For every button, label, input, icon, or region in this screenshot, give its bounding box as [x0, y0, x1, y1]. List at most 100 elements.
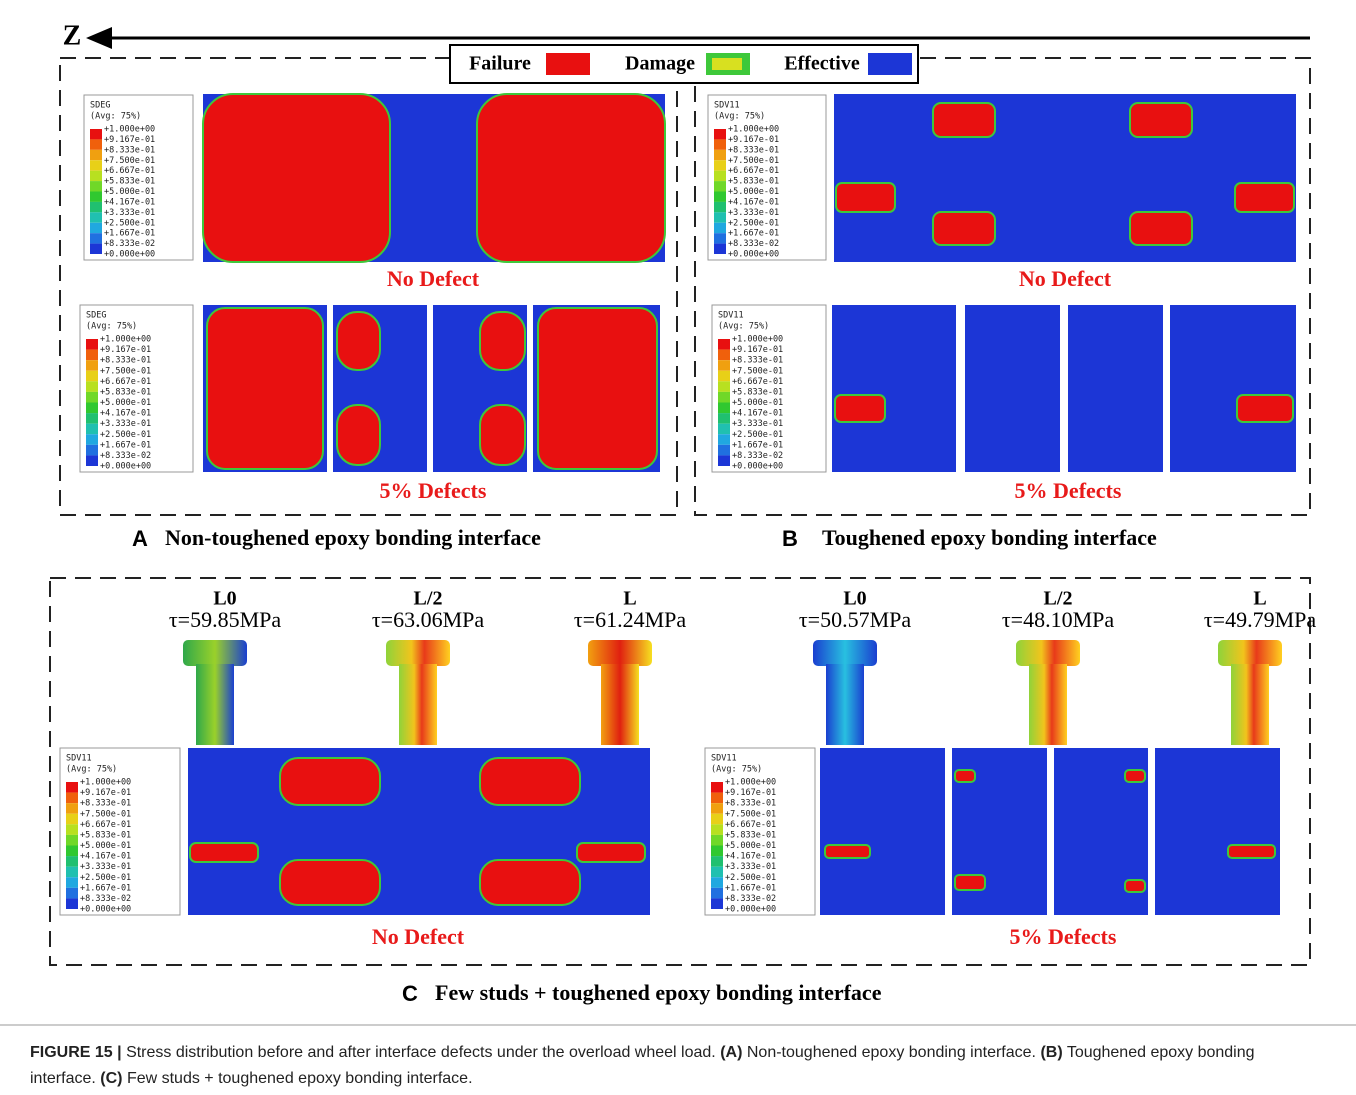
- contour-legend-avg: (Avg: 75%): [718, 322, 769, 332]
- axis-label: Z: [63, 20, 82, 51]
- caption-text: Stress distribution before and after int…: [126, 1044, 716, 1061]
- contour-legend-label: +4.167e-01: [728, 197, 779, 207]
- contour-band: [66, 867, 78, 878]
- plot-caption: No Defect: [372, 924, 465, 949]
- contour-legend-label: +1.667e-01: [100, 440, 151, 450]
- plot-caption: No Defect: [387, 266, 480, 291]
- contour-band: [718, 339, 730, 350]
- contour-legend-label: +0.000e+00: [732, 462, 783, 472]
- contour-legend-label: +8.333e-02: [80, 894, 131, 904]
- contour-legend-label: +6.667e-01: [725, 820, 776, 830]
- contour-legend-title: SDV11: [66, 754, 92, 764]
- contour-legend-label: +4.167e-01: [725, 852, 776, 862]
- contour-legend-label: +9.167e-01: [100, 345, 151, 355]
- contour-legend-label: +7.500e-01: [725, 809, 776, 819]
- stud-stress: τ=61.24MPa: [574, 607, 687, 632]
- contour-legend-label: +5.833e-01: [80, 830, 131, 840]
- contour-legend-label: +6.667e-01: [104, 166, 155, 176]
- contour-band: [718, 455, 730, 466]
- contour-legend-label: +9.167e-01: [80, 788, 131, 798]
- contour-legend-label: +4.167e-01: [732, 409, 783, 419]
- contour-band: [86, 360, 98, 371]
- contour-band: [718, 424, 730, 435]
- contour-legend-label: +2.500e-01: [725, 873, 776, 883]
- contour-band: [714, 181, 726, 191]
- contour-legend-avg: (Avg: 75%): [86, 322, 137, 332]
- contour-band: [90, 150, 102, 160]
- caption-text: Few studs + toughened epoxy bonding inte…: [127, 1070, 473, 1087]
- contour-legend-label: +3.333e-01: [732, 419, 783, 429]
- contour-band: [714, 171, 726, 181]
- stud-shank: [1231, 664, 1269, 745]
- contour-band: [714, 192, 726, 202]
- contour-band: [718, 392, 730, 403]
- failure-zone: [190, 843, 258, 862]
- contour-band: [718, 371, 730, 382]
- contour-legend-label: +1.667e-01: [728, 229, 779, 239]
- contour-plot: [1170, 305, 1296, 472]
- contour-band: [90, 192, 102, 202]
- contour-legend-label: +5.000e-01: [80, 841, 131, 851]
- contour-band: [90, 244, 102, 254]
- failure-zone: [825, 845, 870, 858]
- legend-label: Failure: [469, 53, 531, 75]
- contour-band: [718, 350, 730, 361]
- stud-shank: [196, 664, 234, 745]
- contour-legend-label: +9.167e-01: [725, 788, 776, 798]
- failure-zone: [1125, 770, 1145, 782]
- contour-legend-label: +5.000e-01: [728, 187, 779, 197]
- failure-zone: [480, 405, 525, 465]
- contour-band: [90, 202, 102, 212]
- failure-zone: [280, 860, 380, 905]
- caption-label: (B): [1040, 1044, 1062, 1061]
- contour-band: [86, 339, 98, 350]
- plot-caption: 5% Defects: [1010, 924, 1117, 949]
- contour-band: [66, 793, 78, 804]
- contour-legend-label: +6.667e-01: [100, 377, 151, 387]
- stud-shank: [826, 664, 864, 745]
- contour-band: [86, 371, 98, 382]
- contour-legend-label: +7.500e-01: [80, 809, 131, 819]
- contour-legend-label: +3.333e-01: [80, 862, 131, 872]
- contour-legend-label: +5.000e-01: [725, 841, 776, 851]
- legend-swatch: [712, 58, 742, 70]
- failure-zone: [337, 312, 380, 370]
- contour-band: [66, 803, 78, 814]
- contour-band: [714, 160, 726, 170]
- contour-band: [714, 139, 726, 149]
- contour-legend-label: +3.333e-01: [725, 862, 776, 872]
- stud-stress: τ=49.79MPa: [1204, 607, 1317, 632]
- contour-legend-label: +8.333e-01: [728, 145, 779, 155]
- contour-band: [714, 223, 726, 233]
- contour-band: [714, 150, 726, 160]
- contour-band: [711, 782, 723, 793]
- contour-band: [66, 877, 78, 888]
- contour-plot: [832, 305, 956, 472]
- stud-head: [183, 640, 247, 666]
- contour-band: [711, 803, 723, 814]
- contour-band: [66, 856, 78, 867]
- contour-band: [711, 867, 723, 878]
- contour-band: [86, 403, 98, 414]
- contour-band: [90, 139, 102, 149]
- panel-title: Few studs + toughened epoxy bonding inte…: [435, 980, 882, 1005]
- contour-legend-label: +8.333e-01: [104, 145, 155, 155]
- contour-legend-label: +6.667e-01: [80, 820, 131, 830]
- contour-legend-label: +1.000e+00: [104, 125, 155, 135]
- contour-legend-label: +0.000e+00: [104, 250, 155, 260]
- contour-band: [711, 835, 723, 846]
- contour-plot: [1155, 748, 1280, 915]
- panel-title: Toughened epoxy bonding interface: [822, 525, 1157, 550]
- contour-legend-label: +4.167e-01: [100, 409, 151, 419]
- contour-legend-label: +1.000e+00: [728, 125, 779, 135]
- contour-band: [86, 455, 98, 466]
- caption-label: FIGURE 15 |: [30, 1044, 122, 1061]
- contour-band: [66, 835, 78, 846]
- caption-text: Non-toughened epoxy bonding interface.: [747, 1044, 1036, 1061]
- contour-band: [718, 360, 730, 371]
- contour-legend-label: +8.333e-02: [725, 894, 776, 904]
- contour-legend-label: +3.333e-01: [728, 208, 779, 218]
- contour-legend-label: +1.667e-01: [725, 883, 776, 893]
- stud-head: [386, 640, 450, 666]
- stud-head: [1218, 640, 1282, 666]
